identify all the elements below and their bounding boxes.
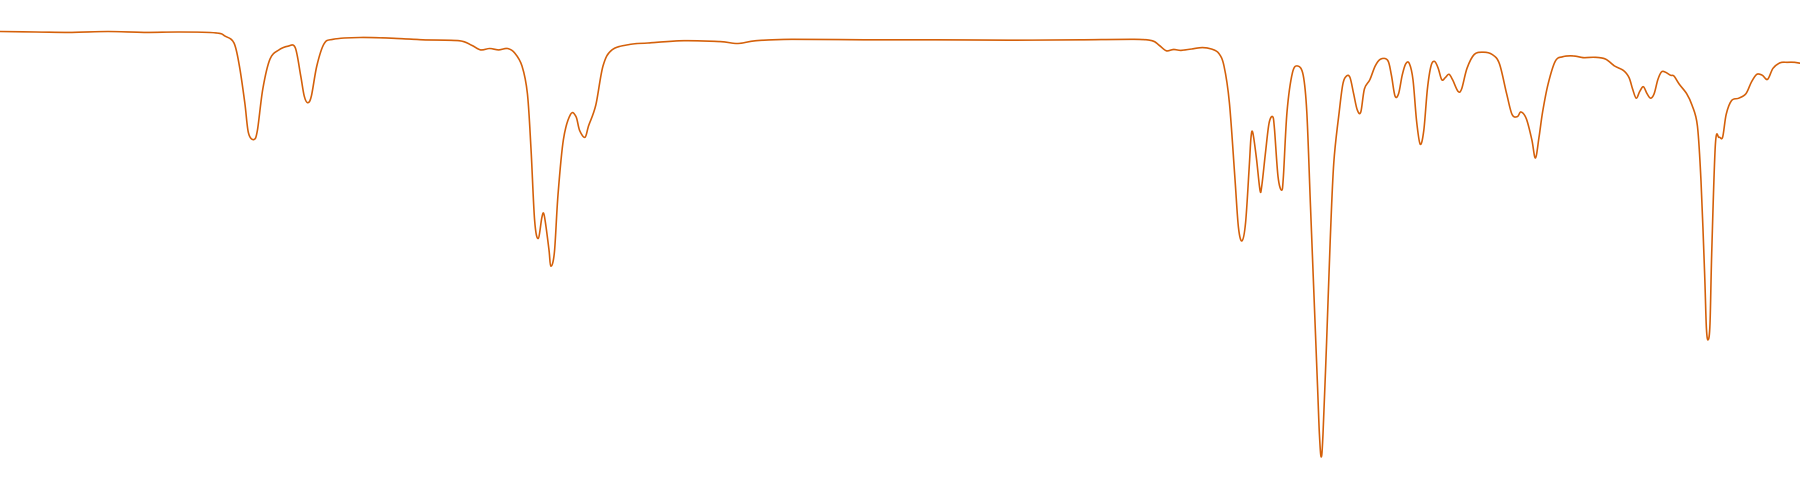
series-line-0 — [0, 30, 1800, 458]
series-layer — [0, 30, 1800, 458]
